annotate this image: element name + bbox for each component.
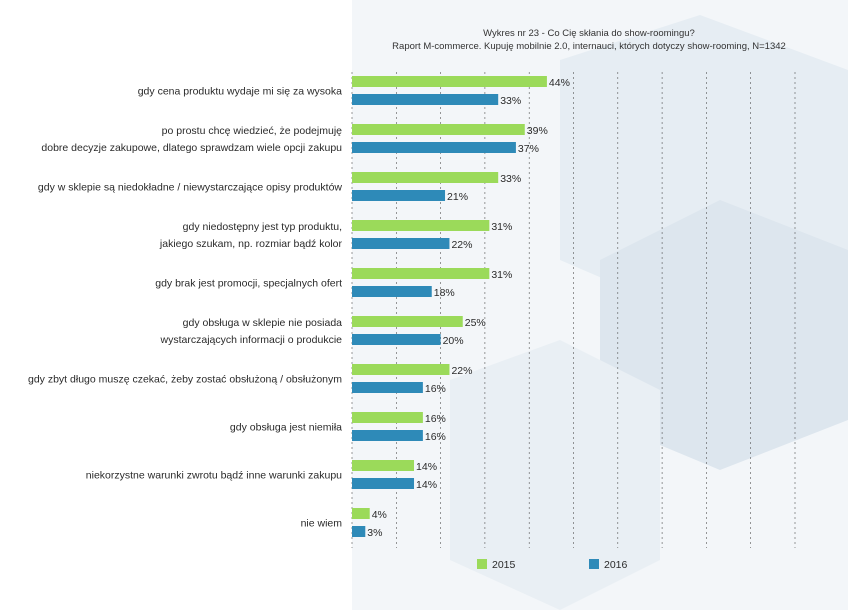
legend-label-2016: 2016	[604, 559, 628, 571]
legend-label-2015: 2015	[492, 559, 516, 571]
category-label: wystarczających informacji o produkcie	[160, 334, 343, 346]
category-labels: gdy cena produktu wydaje mi się za wysok…	[28, 86, 342, 530]
category-label: gdy zbyt długo muszę czekać, żeby zostać…	[28, 374, 342, 386]
bar-2015	[352, 508, 370, 519]
value-label: 33%	[500, 173, 521, 185]
bar-2015	[352, 460, 415, 471]
value-labels: 44% 33% 39% 37% 33% 21% 31% 22% 31% 18% 25%20% 22% 1…	[367, 77, 570, 539]
bar-2015	[352, 412, 423, 423]
bar-2016	[352, 526, 366, 537]
category-label: gdy w sklepie są niedokładne / niewystar…	[38, 182, 342, 194]
value-label: 14%	[416, 479, 437, 491]
value-label: 14%	[416, 461, 437, 473]
bar-2016	[352, 382, 423, 393]
category-label: gdy niedostępny jest typ produktu,	[183, 221, 342, 233]
value-label: 16%	[425, 383, 446, 395]
value-label: 16%	[425, 431, 446, 443]
category-label: nie wiem	[301, 518, 343, 530]
chart-subtitle: Raport M-commerce. Kupuję mobilnie 2.0, …	[392, 41, 786, 52]
bar-2015	[352, 364, 450, 375]
value-label: 31%	[491, 221, 512, 233]
bar-2016	[352, 334, 441, 345]
value-label: 20%	[443, 335, 464, 347]
bar-2015	[352, 316, 463, 327]
category-label: gdy brak jest promocji, specjalnych ofer…	[155, 278, 342, 290]
category-label: gdy obsługa jest niemiła	[230, 422, 342, 434]
value-label: 44%	[549, 77, 570, 89]
bar-2015	[352, 220, 490, 231]
bar-2016	[352, 286, 432, 297]
category-label: niekorzystne warunki zwrotu bądź inne wa…	[86, 470, 342, 482]
value-label: 21%	[447, 191, 468, 203]
value-label: 37%	[518, 143, 539, 155]
bars	[352, 76, 547, 537]
value-label: 31%	[491, 269, 512, 281]
bar-2015	[352, 124, 525, 135]
bar-2016	[352, 430, 423, 441]
category-label: dobre decyzje zakupowe, dlatego sprawdza…	[41, 142, 342, 154]
category-label: jakiego szukam, np. rozmiar bądź kolor	[159, 238, 343, 250]
category-label: gdy obsługa w sklepie nie posiada	[183, 317, 343, 329]
value-label: 4%	[372, 509, 387, 521]
value-label: 22%	[451, 239, 472, 251]
bar-2016	[352, 478, 415, 489]
bar-2016	[352, 94, 499, 105]
bar-2016	[352, 190, 446, 201]
value-label: 18%	[434, 287, 455, 299]
legend: 2015 2016	[477, 559, 628, 571]
bar-2016	[352, 142, 516, 153]
chart-title: Wykres nr 23 - Co Cię skłania do show-ro…	[483, 28, 695, 39]
legend-swatch-2015	[477, 559, 487, 569]
value-label: 22%	[451, 365, 472, 377]
bar-2015	[352, 76, 547, 87]
bar-2016	[352, 238, 450, 249]
value-label: 25%	[465, 317, 486, 329]
bar-2015	[352, 172, 499, 183]
category-label: po prostu chcę wiedzieć, że podejmuję	[162, 125, 343, 137]
value-label: 3%	[367, 527, 382, 539]
value-label: 16%	[425, 413, 446, 425]
bar-2015	[352, 268, 490, 279]
legend-swatch-2016	[589, 559, 599, 569]
category-label: gdy cena produktu wydaje mi się za wysok…	[138, 86, 342, 98]
value-label: 33%	[500, 95, 521, 107]
value-label: 39%	[527, 125, 548, 137]
grid-lines	[395, 72, 796, 548]
